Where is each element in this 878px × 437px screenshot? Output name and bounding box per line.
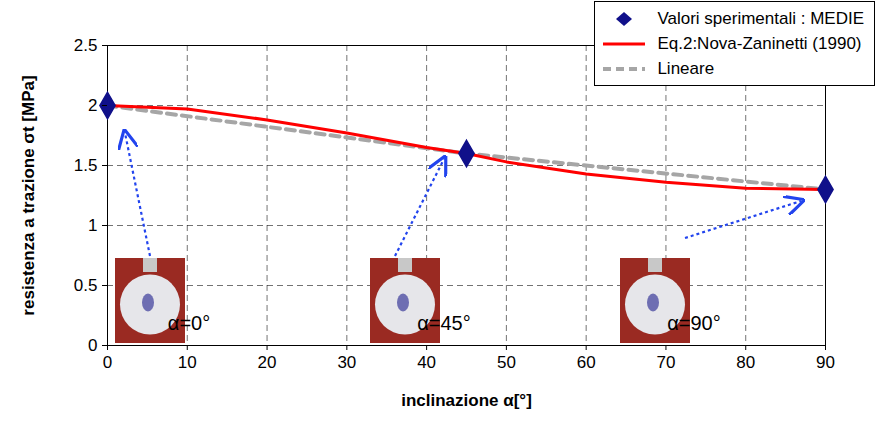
svg-text:10: 10 [178,353,197,372]
svg-text:40: 40 [417,353,436,372]
svg-text:80: 80 [736,353,755,372]
svg-text:20: 20 [258,353,277,372]
svg-text:2.5: 2.5 [74,36,98,55]
svg-text:1.5: 1.5 [74,156,98,175]
html-text:Lineare: Lineare [657,59,715,78]
svg-text:90: 90 [816,353,835,372]
svg-text:60: 60 [577,353,596,372]
svg-text:2: 2 [88,96,97,115]
svg-text:30: 30 [337,353,356,372]
svg-text:0.5: 0.5 [74,276,98,295]
svg-text:0: 0 [103,353,112,372]
svg-text:α=45°: α=45° [417,312,471,334]
html-text:Valori sperimentali : MEDIE: Valori sperimentali : MEDIE [657,9,864,28]
svg-text:α=90°: α=90° [667,312,721,334]
svg-text:inclinazione α[°]: inclinazione α[°] [401,391,532,410]
svg-text:50: 50 [497,353,516,372]
svg-text:70: 70 [656,353,675,372]
html-text:Eq.2:Nova-Zaninetti (1990): Eq.2:Nova-Zaninetti (1990) [657,34,862,53]
svg-text:α=0°: α=0° [168,312,210,334]
svg-text:0: 0 [88,336,97,355]
svg-text:1: 1 [88,216,97,235]
svg-text:resistenza a trazione σt [MPa]: resistenza a trazione σt [MPa] [19,75,38,315]
